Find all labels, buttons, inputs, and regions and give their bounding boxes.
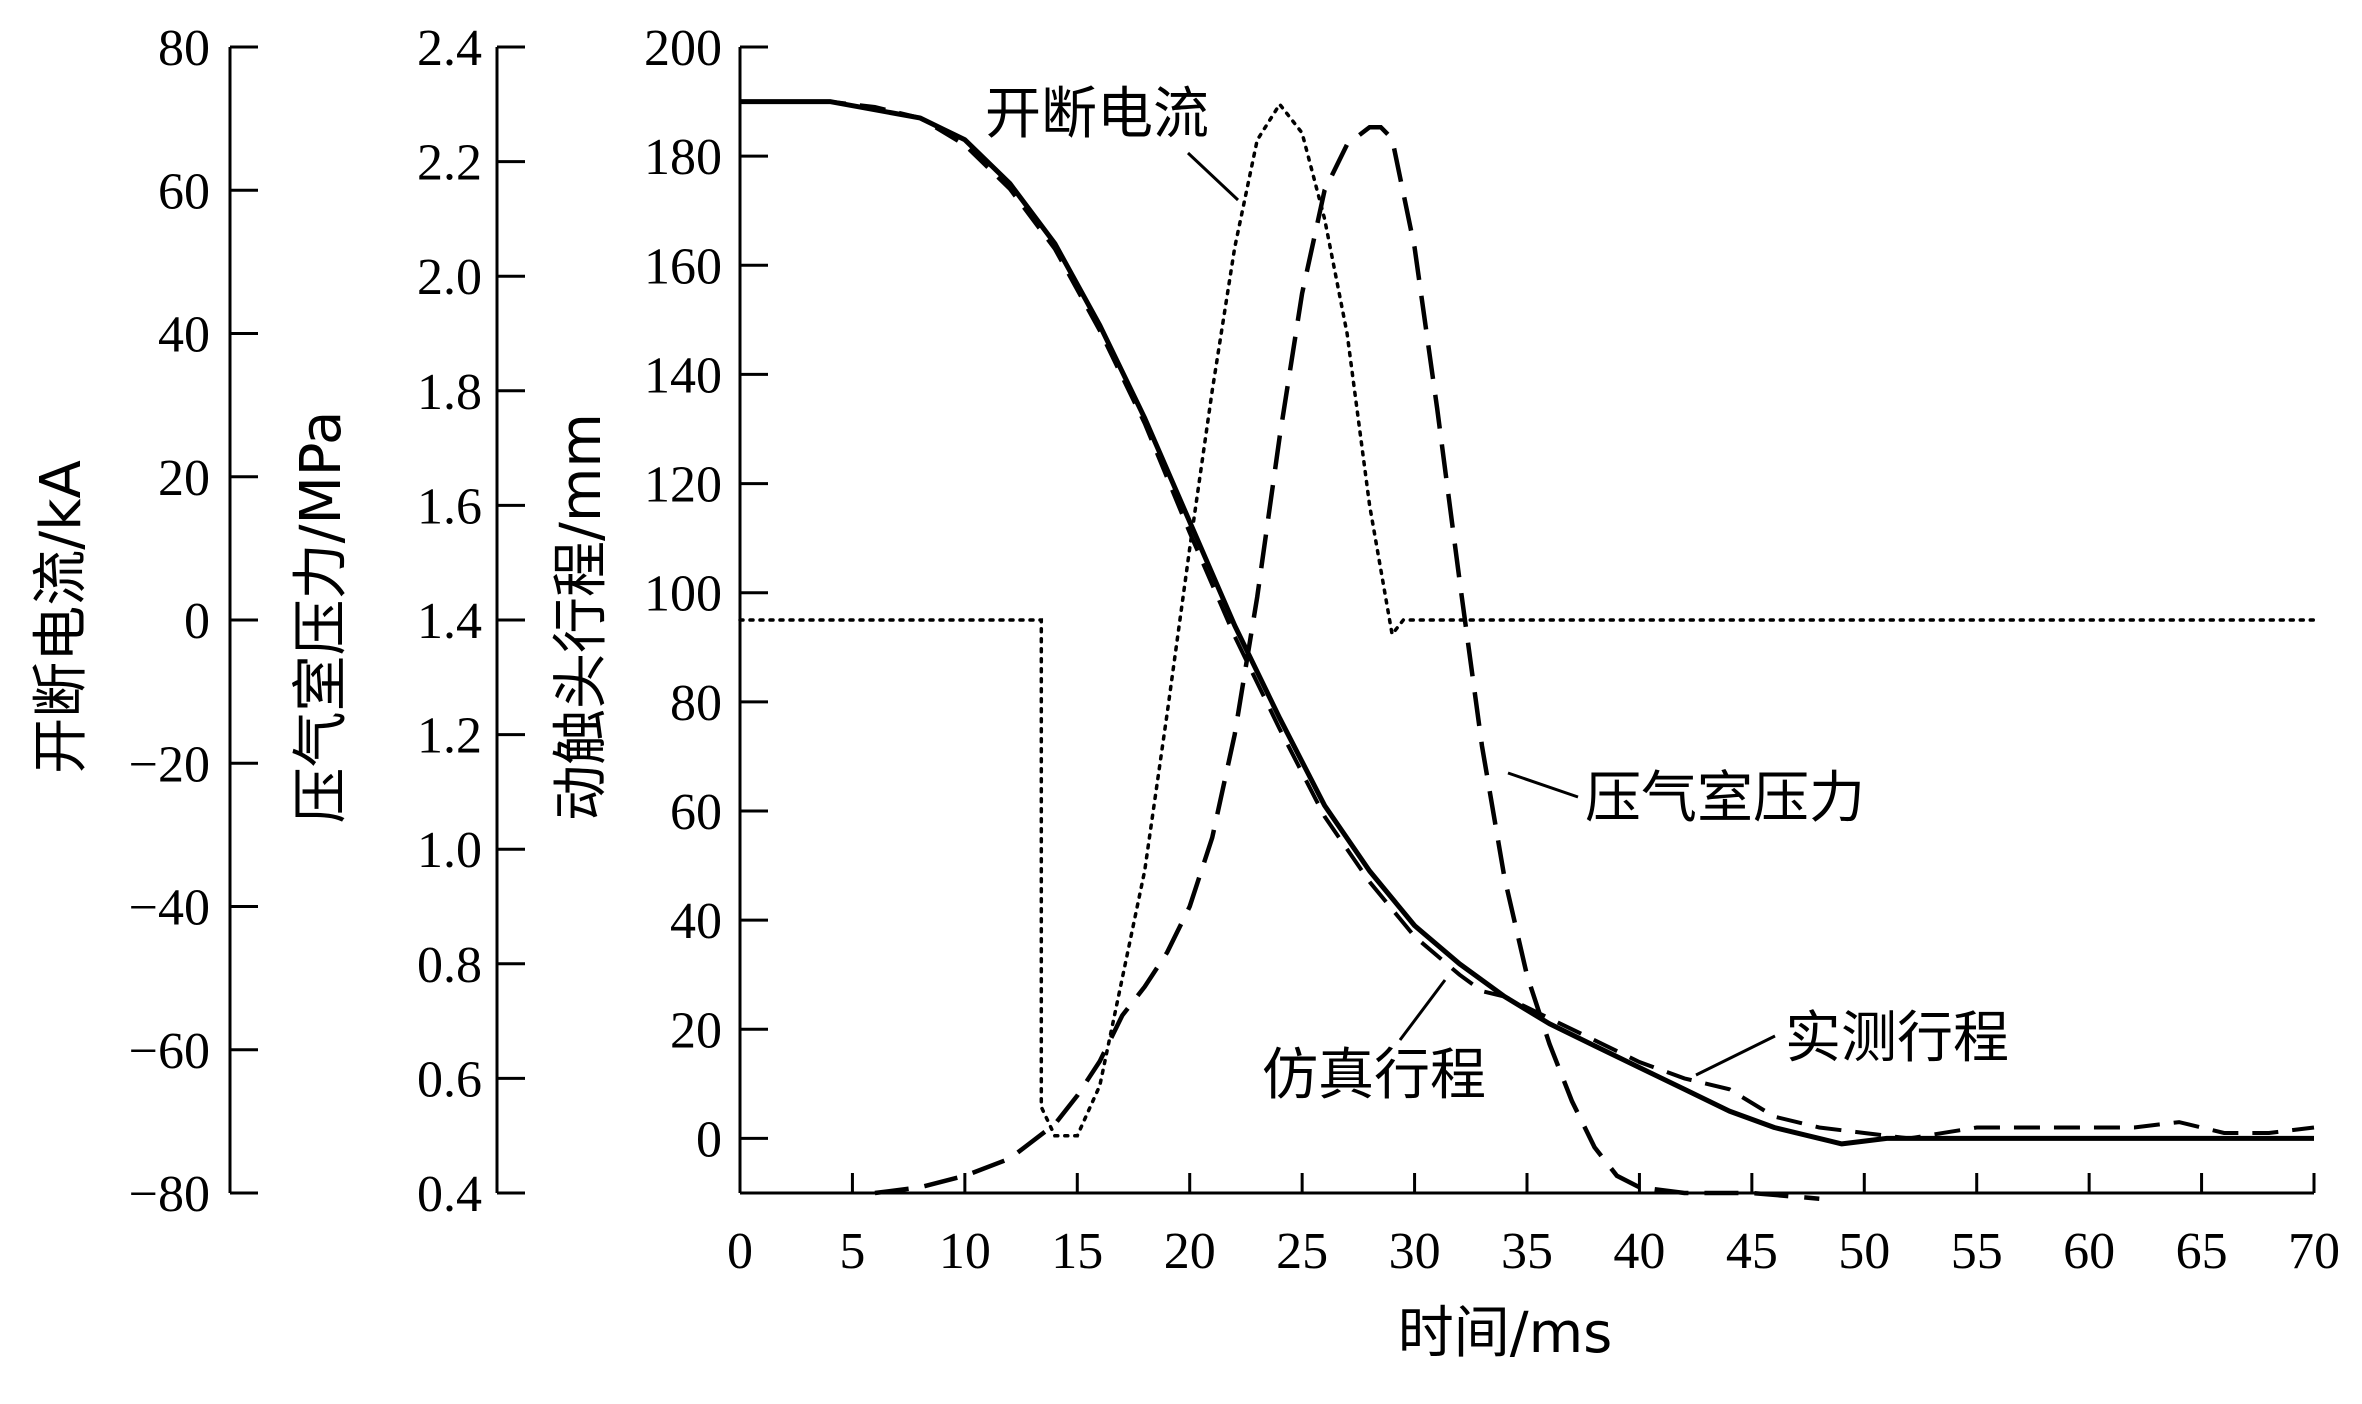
- time-tick-label: 40: [1613, 1223, 1665, 1280]
- time-tick-label: 55: [1951, 1223, 2003, 1280]
- series-measured-travel: [740, 99, 2314, 1147]
- time-tick-label: 15: [1051, 1223, 1103, 1280]
- annotation-pressure-leader: [1507, 771, 1579, 799]
- current-axis-label: 开断电流/kA: [29, 460, 94, 774]
- travel-tick-label: 0: [696, 1111, 722, 1168]
- pressure-axis-label: 压气室压力/MPa: [289, 411, 354, 824]
- time-tick-label: 50: [1838, 1223, 1890, 1280]
- time-tick-label: 20: [1164, 1223, 1216, 1280]
- current-tick-label: −40: [129, 880, 210, 937]
- current-axis: 80 60 40 20 0 −20 −40 −60 −80: [129, 20, 258, 1223]
- current-tick-label: −80: [129, 1166, 210, 1223]
- travel-tick-label: 120: [644, 457, 722, 514]
- current-tick-label: 80: [158, 20, 210, 77]
- current-tick-label: 20: [158, 450, 210, 507]
- current-tick-label: 0: [184, 593, 210, 650]
- annotation-current: 开断电流: [985, 82, 1240, 202]
- pressure-tick-label: 1.4: [417, 593, 482, 650]
- time-axis: 0 5 10 15 20 25 30 35 40 45 50 55 60 65 70: [727, 1173, 2340, 1280]
- annotation-sim-leader: [1398, 979, 1447, 1041]
- travel-tick-label: 180: [644, 129, 722, 186]
- pressure-tick-label: 1.8: [417, 364, 482, 421]
- pressure-tick-label: 0.4: [417, 1166, 482, 1223]
- annotation-current-text: 开断电流: [985, 82, 1209, 147]
- annotation-current-leader: [1186, 151, 1240, 202]
- pressure-tick-label: 2.4: [417, 20, 482, 77]
- annotation-sim-text: 仿真行程: [1262, 1043, 1486, 1108]
- series-layer: [738, 99, 2316, 1201]
- time-tick-label: 10: [939, 1223, 991, 1280]
- annotation-measured-leader: [1695, 1034, 1776, 1077]
- series-chamber-pressure: [874, 124, 1820, 1201]
- time-tick-label: 45: [1726, 1223, 1778, 1280]
- annotation-sim: 仿真行程: [1262, 979, 1486, 1108]
- time-tick-label: 35: [1501, 1223, 1553, 1280]
- travel-tick-label: 100: [644, 566, 722, 623]
- pressure-tick-label: 1.0: [417, 822, 482, 879]
- pressure-tick-label: 0.6: [417, 1051, 482, 1108]
- time-tick-label: 0: [727, 1223, 753, 1280]
- series-simulated-travel: [740, 99, 2315, 1141]
- time-tick-label: 25: [1276, 1223, 1328, 1280]
- time-tick-label: 60: [2063, 1223, 2115, 1280]
- pressure-tick-label: 1.6: [417, 478, 482, 535]
- travel-tick-label: 20: [670, 1002, 722, 1059]
- pressure-tick-label: 0.8: [417, 937, 482, 994]
- series-breaking-current: [738, 101, 2316, 1138]
- time-tick-label: 30: [1389, 1223, 1441, 1280]
- pressure-tick-label: 2.0: [417, 249, 482, 306]
- pressure-tick-label: 1.2: [417, 708, 482, 765]
- pressure-tick-label: 2.2: [417, 135, 482, 192]
- current-tick-label: 60: [158, 163, 210, 220]
- travel-tick-label: 160: [644, 238, 722, 295]
- annotation-pressure-text: 压气室压力: [1585, 766, 1865, 831]
- annotation-measured-text: 实测行程: [1785, 1006, 2009, 1071]
- travel-tick-label: 60: [670, 784, 722, 841]
- annotation-pressure: 压气室压力: [1507, 766, 1865, 831]
- time-tick-label: 5: [839, 1223, 865, 1280]
- annotation-measured: 实测行程: [1695, 1006, 2009, 1077]
- current-tick-label: 40: [158, 307, 210, 364]
- time-tick-label: 70: [2288, 1223, 2340, 1280]
- current-tick-label: −20: [129, 736, 210, 793]
- travel-tick-label: 200: [644, 20, 722, 77]
- travel-axis-label: 动触头行程/mm: [549, 413, 614, 821]
- travel-tick-label: 140: [644, 347, 722, 404]
- pressure-axis: 2.4 2.2 2.0 1.8 1.6 1.4 1.2 1.0 0.8 0.6 0.4: [417, 20, 525, 1223]
- travel-tick-label: 40: [670, 893, 722, 950]
- current-tick-label: −60: [129, 1023, 210, 1080]
- time-axis-label: 时间/ms: [1398, 1301, 1613, 1366]
- time-tick-label: 65: [2176, 1223, 2228, 1280]
- travel-tick-label: 80: [670, 675, 722, 732]
